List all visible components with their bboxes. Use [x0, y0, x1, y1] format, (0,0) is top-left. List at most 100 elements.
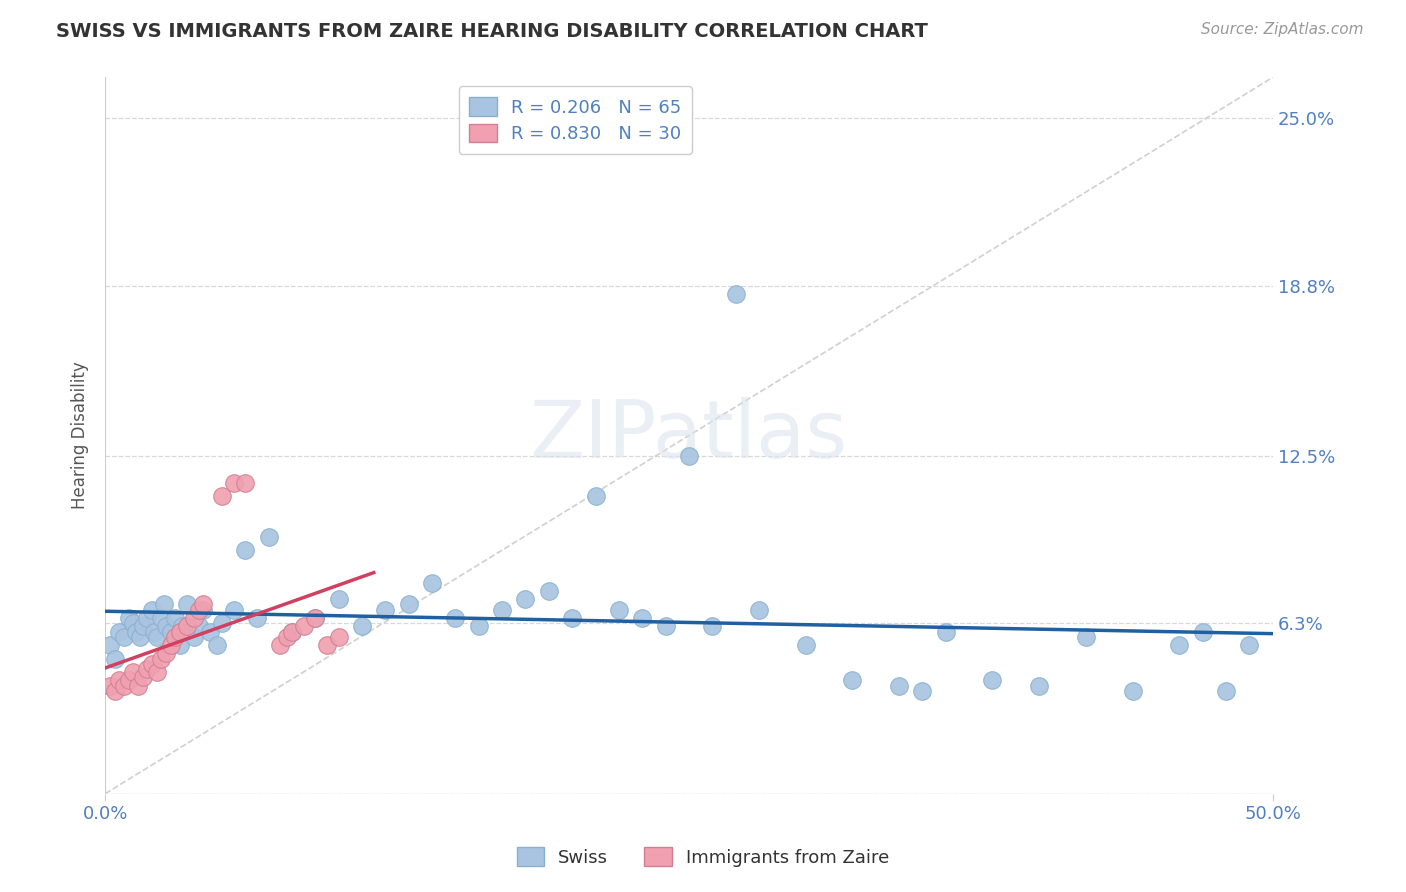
Point: [537, 584, 560, 599]
Point: [176, 598, 198, 612]
Point: [98, 679, 121, 693]
Point: [103, 651, 125, 665]
Point: [352, 619, 374, 633]
Point: [328, 592, 350, 607]
Point: [165, 611, 187, 625]
Point: [702, 619, 724, 633]
Y-axis label: Hearing Disability: Hearing Disability: [72, 361, 89, 509]
Point: [103, 684, 125, 698]
Point: [155, 619, 177, 633]
Point: [561, 611, 583, 625]
Point: [136, 611, 159, 625]
Point: [152, 598, 174, 612]
Point: [468, 619, 491, 633]
Point: [183, 630, 205, 644]
Point: [131, 670, 153, 684]
Point: [276, 630, 298, 644]
Point: [1239, 638, 1261, 652]
Point: [155, 646, 177, 660]
Point: [159, 624, 181, 639]
Point: [117, 611, 139, 625]
Point: [887, 679, 910, 693]
Point: [269, 638, 291, 652]
Point: [211, 489, 233, 503]
Point: [292, 619, 315, 633]
Point: [444, 611, 467, 625]
Point: [794, 638, 817, 652]
Point: [246, 611, 269, 625]
Point: [98, 638, 121, 652]
Point: [607, 603, 630, 617]
Point: [515, 592, 537, 607]
Point: [127, 679, 149, 693]
Point: [187, 619, 209, 633]
Text: Source: ZipAtlas.com: Source: ZipAtlas.com: [1201, 22, 1364, 37]
Point: [222, 603, 245, 617]
Point: [222, 475, 245, 490]
Point: [124, 624, 146, 639]
Point: [981, 673, 1004, 688]
Point: [654, 619, 676, 633]
Point: [328, 630, 350, 644]
Point: [207, 638, 229, 652]
Point: [112, 679, 135, 693]
Point: [150, 651, 173, 665]
Point: [122, 616, 145, 631]
Point: [233, 475, 256, 490]
Point: [491, 603, 513, 617]
Point: [211, 616, 233, 631]
Point: [108, 624, 131, 639]
Point: [145, 665, 167, 679]
Point: [169, 624, 191, 639]
Point: [112, 630, 135, 644]
Point: [935, 624, 957, 639]
Point: [200, 624, 222, 639]
Legend: Swiss, Immigrants from Zaire: Swiss, Immigrants from Zaire: [509, 840, 897, 874]
Point: [159, 638, 181, 652]
Point: [257, 530, 280, 544]
Point: [136, 662, 159, 676]
Point: [165, 630, 187, 644]
Point: [281, 624, 304, 639]
Point: [108, 673, 131, 688]
Point: [122, 665, 145, 679]
Point: [129, 630, 152, 644]
Point: [304, 611, 326, 625]
Point: [1191, 624, 1213, 639]
Point: [316, 638, 339, 652]
Point: [724, 286, 747, 301]
Point: [169, 638, 191, 652]
Point: [841, 673, 863, 688]
Point: [585, 489, 607, 503]
Point: [420, 575, 443, 590]
Text: SWISS VS IMMIGRANTS FROM ZAIRE HEARING DISABILITY CORRELATION CHART: SWISS VS IMMIGRANTS FROM ZAIRE HEARING D…: [56, 22, 928, 41]
Point: [143, 624, 166, 639]
Point: [398, 598, 420, 612]
Point: [678, 449, 700, 463]
Legend: R = 0.206   N = 65, R = 0.830   N = 30: R = 0.206 N = 65, R = 0.830 N = 30: [458, 87, 692, 154]
Point: [183, 611, 205, 625]
Point: [150, 611, 173, 625]
Point: [141, 603, 163, 617]
Point: [193, 598, 215, 612]
Point: [176, 619, 198, 633]
Point: [193, 603, 215, 617]
Point: [145, 630, 167, 644]
Point: [748, 603, 770, 617]
Point: [117, 673, 139, 688]
Point: [281, 624, 304, 639]
Point: [1028, 679, 1050, 693]
Point: [1168, 638, 1191, 652]
Point: [1074, 630, 1097, 644]
Point: [631, 611, 654, 625]
Point: [131, 619, 153, 633]
Point: [911, 684, 934, 698]
Point: [304, 611, 326, 625]
Point: [1215, 684, 1237, 698]
Point: [233, 543, 256, 558]
Point: [172, 619, 194, 633]
Point: [141, 657, 163, 671]
Text: ZIPatlas: ZIPatlas: [530, 397, 848, 475]
Point: [1122, 684, 1144, 698]
Point: [187, 603, 209, 617]
